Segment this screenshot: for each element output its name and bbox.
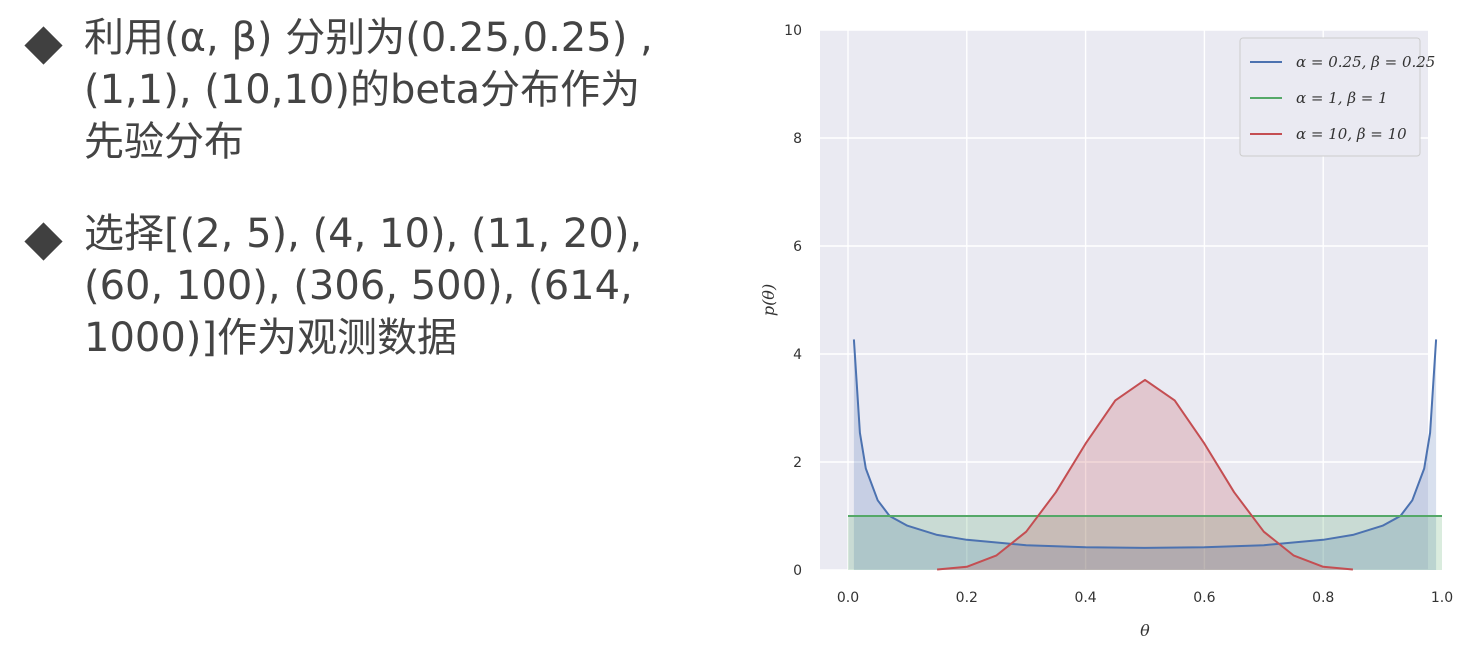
y-axis-label: p(θ) — [760, 284, 778, 316]
legend-entry: α = 0.25, β = 0.25 — [1296, 53, 1435, 71]
bullet-line: 先验分布 — [84, 119, 244, 165]
legend-entry: α = 10, β = 10 — [1296, 125, 1407, 143]
series-fill-3 — [937, 379, 1353, 570]
series-fill-1 — [853, 339, 1437, 570]
y-tick-label: 10 — [784, 23, 802, 39]
series-lines — [848, 339, 1442, 571]
y-tick-label: 0 — [793, 563, 802, 579]
x-axis-label: θ — [1140, 621, 1150, 640]
bullet-line: (1,1), (10,10)的beta分布作为 — [84, 67, 641, 113]
series-fills — [848, 339, 1442, 570]
x-tick-label: 0.0 — [837, 590, 859, 606]
y-tick-label: 4 — [793, 347, 802, 363]
bullet-text: 利用(α, β) 分别为(0.25,0.25) , (1,1), (10,10)… — [84, 12, 734, 168]
x-tick-label: 0.2 — [956, 590, 978, 606]
y-tick-label: 6 — [793, 239, 802, 255]
diamond-icon — [24, 222, 63, 261]
x-tick-label: 1.0 — [1431, 590, 1453, 606]
grid — [820, 29, 1443, 571]
bullet-text: 选择[(2, 5), (4, 10), (11, 20), (60, 100),… — [84, 208, 734, 364]
legend-box — [1239, 37, 1421, 157]
legend-entry: α = 1, β = 1 — [1296, 89, 1388, 107]
diamond-icon — [24, 26, 63, 65]
series-fill-2 — [848, 516, 1442, 570]
beta-distribution-chart: 0.0 0.2 0.4 0.6 0.8 1.0 0 2 4 6 8 10 θ p(θ) α = 0.2… — [760, 23, 1453, 640]
x-tick-label: 0.6 — [1193, 590, 1215, 606]
legend: α = 0.25, β = 0.25 α = 1, β = 1 α = 10, β … — [1239, 37, 1435, 157]
y-tick-label: 2 — [793, 455, 802, 471]
bullet-line: 1000)]作为观测数据 — [84, 315, 458, 361]
x-tick-label: 0.8 — [1312, 590, 1334, 606]
bullet-line: 利用(α, β) 分别为(0.25,0.25) , — [84, 15, 653, 61]
y-tick-label: 8 — [793, 131, 802, 147]
x-tick-label: 0.4 — [1074, 590, 1096, 606]
series-line-3 — [937, 378, 1353, 571]
bullet-line: (60, 100), (306, 500), (614, — [84, 263, 633, 309]
tick-labels: 0.0 0.2 0.4 0.6 0.8 1.0 0 2 4 6 8 10 — [784, 23, 1453, 606]
bullet-line: 选择[(2, 5), (4, 10), (11, 20), — [84, 211, 643, 257]
series-line-1 — [852, 339, 1438, 549]
